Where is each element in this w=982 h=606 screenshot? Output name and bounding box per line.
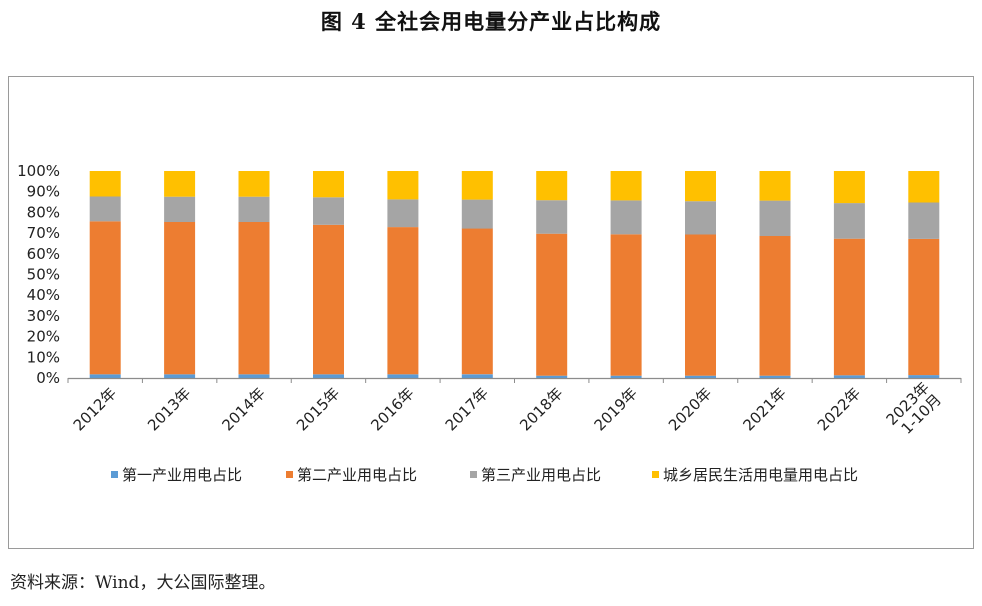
bar-segment-series-4 (461, 171, 493, 200)
y-tick-label: 20% (27, 328, 60, 346)
legend-swatch (652, 471, 659, 478)
y-tick-label: 60% (27, 245, 60, 263)
bar-segment-series-1 (685, 375, 716, 378)
legend-label: 第一产业用电占比 (122, 466, 242, 484)
bar-segment-series-2 (685, 234, 716, 376)
bar-segment-series-2 (759, 236, 791, 376)
bar-segment-series-1 (164, 374, 196, 378)
bar-segment-series-1 (238, 374, 270, 378)
bar-segment-series-4 (833, 171, 865, 204)
bar-segment-series-3 (685, 201, 716, 235)
bar-segment-series-2 (164, 221, 196, 375)
x-tick-label: 2016年 (367, 384, 417, 434)
bar-segment-series-4 (610, 171, 642, 201)
bar-segment-series-3 (164, 196, 196, 222)
stacked-bar-chart: 0% 10% 20% 30% 40% 50% 60% 70% 80% 90% 100% 2012年 20… (17, 162, 962, 484)
legend-swatch (286, 471, 293, 478)
bar-segment-series-4 (238, 171, 270, 197)
bar-segment-series-2 (461, 228, 493, 375)
x-tick-label: 2022年 (814, 384, 864, 434)
x-tick-label: 2020年 (665, 384, 715, 434)
legend-swatch (111, 471, 118, 478)
bar-segment-series-2 (908, 238, 940, 376)
bar-segment-series-1 (833, 375, 865, 378)
x-tick-label: 2012年 (70, 384, 120, 434)
bar-segment-series-2 (536, 233, 568, 376)
bar-segment-series-1 (536, 375, 568, 378)
bar-segment-series-1 (461, 374, 493, 378)
bar-segment-series-3 (461, 199, 493, 229)
y-tick-label: 50% (27, 266, 60, 284)
bar-segment-series-4 (164, 171, 196, 197)
y-tick-label: 10% (27, 348, 60, 366)
bar-segment-series-4 (759, 171, 791, 201)
bar-segment-series-3 (387, 199, 419, 228)
y-tick-label: 70% (27, 224, 60, 242)
bar-segment-series-4 (89, 171, 121, 197)
bar-segment-series-4 (313, 171, 344, 198)
bar-segment-series-3 (89, 196, 121, 222)
legend-label: 第三产业用电占比 (481, 466, 601, 484)
bar-segment-series-1 (759, 375, 791, 378)
bar-segment-series-2 (313, 224, 344, 375)
y-tick-label: 40% (27, 286, 60, 304)
bar-segment-series-1 (908, 375, 940, 378)
bar-segment-series-3 (759, 200, 791, 236)
bar-segment-series-4 (908, 171, 940, 203)
bar-segment-series-2 (89, 221, 121, 375)
bar-segment-series-3 (610, 200, 642, 235)
x-tick-label: 2019年 (591, 384, 641, 434)
legend-swatch (470, 471, 477, 478)
bar-segment-series-4 (685, 171, 716, 202)
bar-segment-series-4 (536, 171, 568, 201)
x-tick-label: 2018年 (516, 384, 566, 434)
chart-frame: 0% 10% 20% 30% 40% 50% 60% 70% 80% 90% 100% 2012年 20… (8, 76, 974, 549)
bar-segment-series-3 (536, 200, 568, 234)
x-tick-label: 2021年 (739, 384, 789, 434)
bar-segment-series-1 (313, 374, 344, 378)
bar-segment-series-3 (908, 202, 940, 239)
legend-label: 城乡居民生活用电量用电占比 (663, 466, 858, 484)
bar-segment-series-1 (610, 375, 642, 378)
bar-segment-series-2 (387, 227, 419, 375)
y-tick-label: 100% (17, 162, 60, 180)
bar-segment-series-1 (387, 374, 419, 378)
bar-segment-series-2 (238, 221, 270, 375)
x-tick-label: 2015年 (293, 384, 343, 434)
x-tick-label: 2017年 (442, 384, 492, 434)
y-tick-label: 80% (27, 203, 60, 221)
bar-segment-series-3 (313, 197, 344, 225)
legend-label: 第二产业用电占比 (297, 466, 417, 484)
bar-segment-series-3 (833, 203, 865, 239)
source-note: 资料来源：Wind，大公国际整理。 (10, 573, 276, 593)
figure-title: 图 4 全社会用电量分产业占比构成 (320, 9, 662, 34)
bar-segment-series-3 (238, 196, 270, 222)
bar-segment-series-2 (610, 234, 642, 376)
bar-segment-series-1 (89, 374, 121, 378)
y-tick-label: 30% (27, 307, 60, 325)
x-tick-label: 2014年 (219, 384, 269, 434)
bar-segment-series-4 (387, 171, 419, 200)
x-tick-label: 2023年1-10月 (883, 378, 945, 440)
x-tick-label: 2013年 (144, 384, 194, 434)
y-tick-label: 0% (36, 369, 60, 387)
y-tick-label: 90% (27, 183, 60, 201)
bar-segment-series-2 (833, 238, 865, 376)
